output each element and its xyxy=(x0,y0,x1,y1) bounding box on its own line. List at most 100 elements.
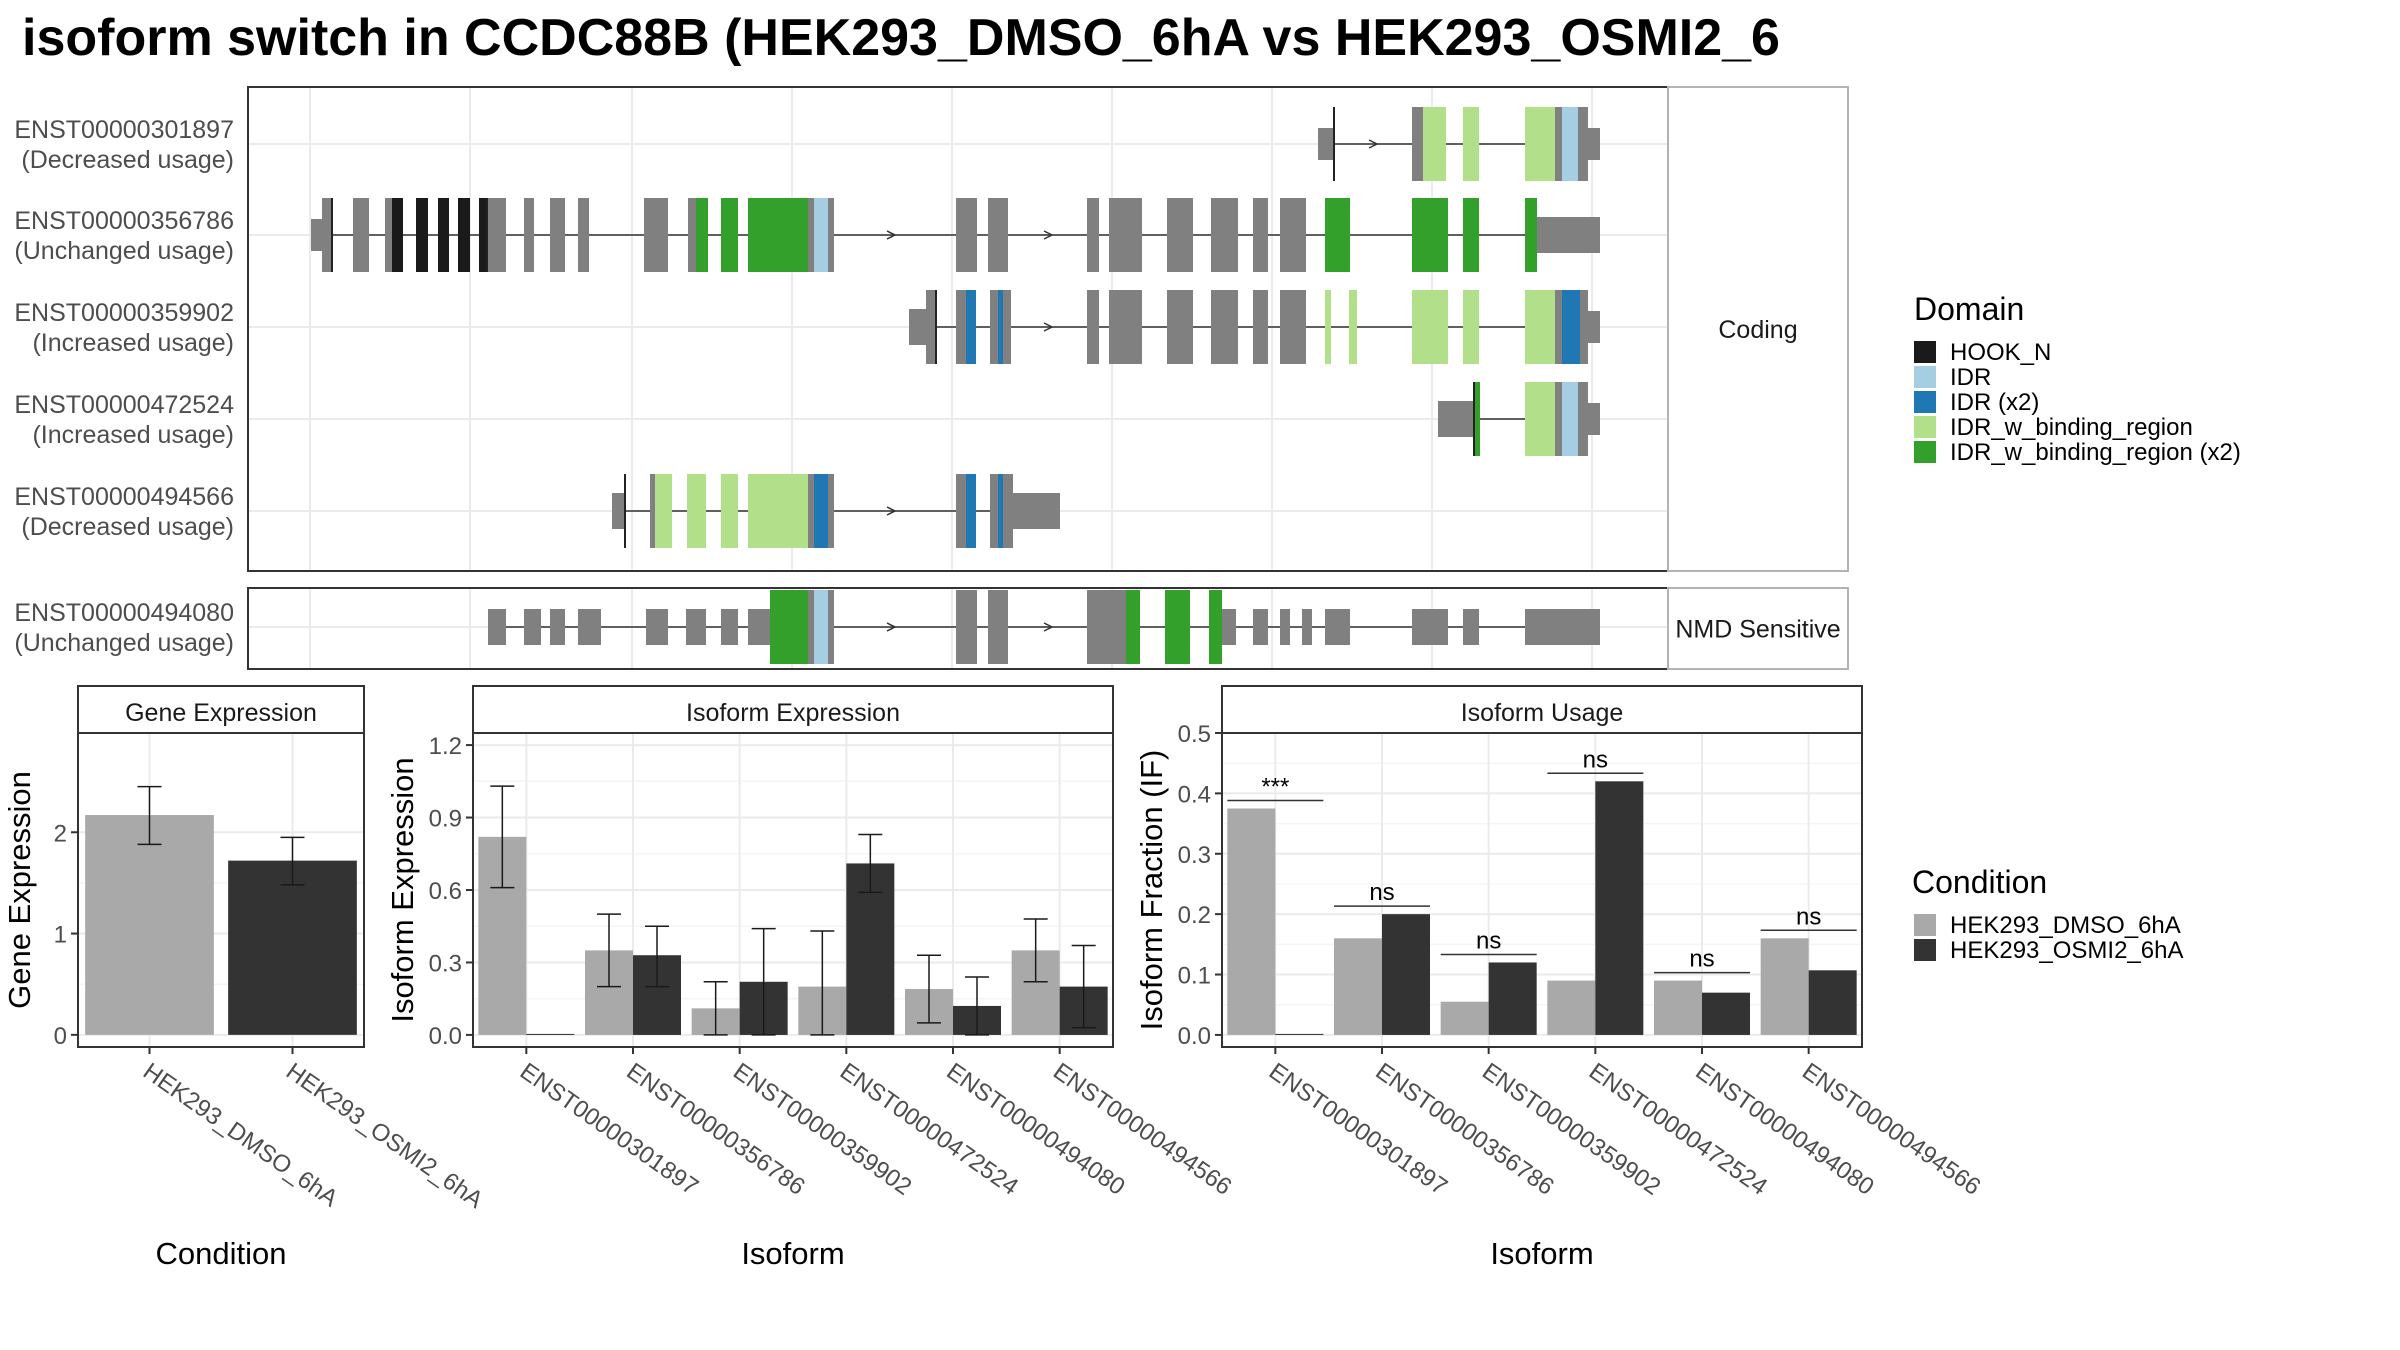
bar xyxy=(1654,980,1702,1035)
bar xyxy=(228,860,357,1035)
exon-block xyxy=(909,309,926,345)
facet-strip xyxy=(1667,587,1849,670)
transcript-id-label: ENST00000359902 xyxy=(14,299,234,327)
significance-label: ns xyxy=(1369,879,1394,906)
exon-block xyxy=(1463,107,1479,181)
legend-key-idr xyxy=(1914,366,1936,388)
plot-border xyxy=(1221,732,1863,1048)
exon-block xyxy=(828,198,834,272)
exon-block xyxy=(966,290,976,364)
exon-block xyxy=(1525,609,1600,645)
exon-block xyxy=(1318,128,1334,160)
x-tick-label: ENST00000359902 xyxy=(728,1058,916,1201)
exon-block xyxy=(1525,290,1555,364)
bar xyxy=(1334,938,1382,1035)
exon-block xyxy=(1555,290,1562,364)
legend-key-idr-w-binding-region-x2- xyxy=(1914,441,1936,463)
x-tick-label: ENST00000494080 xyxy=(1691,1058,1879,1201)
y-tick-label: 0.0 xyxy=(1178,1023,1211,1050)
exon-block xyxy=(814,198,828,272)
y-axis-title: Isoform Expression xyxy=(385,757,420,1022)
chart-isoform-usage: Isoform Usage 0.0 0.1 0.2 0.3 0.4 0.5 *** ENST00… xyxy=(1134,685,1985,1271)
plot-border xyxy=(77,732,365,1048)
y-tick-label: 0.6 xyxy=(429,878,462,905)
exon-block xyxy=(988,590,1008,664)
y-tick-label: 0.3 xyxy=(429,950,462,977)
legend-domain-label: IDR_w_binding_region (x2) xyxy=(1950,439,2241,466)
exon-block xyxy=(808,474,814,548)
exon-block xyxy=(524,609,541,645)
exon-block xyxy=(1253,198,1268,272)
significance-label: ns xyxy=(1689,946,1714,973)
bar xyxy=(526,1033,575,1035)
transcript-track xyxy=(311,198,1600,272)
x-axis-title: Isoform xyxy=(741,1236,844,1271)
exon-block xyxy=(1525,382,1555,456)
exon-block xyxy=(1562,107,1578,181)
y-tick-label: 0.2 xyxy=(1178,902,1211,929)
exon-block xyxy=(322,198,332,272)
exon-block xyxy=(550,198,565,272)
y-tick-label: 1 xyxy=(54,922,67,949)
bar xyxy=(1808,970,1857,1035)
exon-block xyxy=(1280,198,1290,272)
y-tick-label: 0.3 xyxy=(1178,842,1211,869)
x-axis-title: Condition xyxy=(156,1236,287,1271)
y-tick-label: 1.2 xyxy=(429,733,462,760)
exon-block xyxy=(650,474,655,548)
exon-block xyxy=(956,474,966,548)
chart-title: Isoform Expression xyxy=(686,699,900,727)
intron-arrow xyxy=(886,622,897,632)
exon-block xyxy=(998,474,1003,548)
exon-block xyxy=(1588,311,1600,343)
chart-title: Isoform Usage xyxy=(1461,699,1624,727)
exon-block xyxy=(578,609,601,645)
x-tick-label: ENST00000494566 xyxy=(1797,1058,1985,1201)
bar xyxy=(1760,938,1809,1035)
x-tick-label: ENST00000356786 xyxy=(1371,1058,1559,1201)
transcript-id-label: ENST00000494080 xyxy=(14,599,234,627)
exon-block xyxy=(458,198,470,272)
exon-block xyxy=(1555,107,1562,181)
plot-background xyxy=(1222,733,1862,1047)
facet-strip xyxy=(1667,86,1849,572)
exon-block xyxy=(353,198,369,272)
exon-block xyxy=(966,474,976,548)
y-tick-label: 0.0 xyxy=(429,1023,462,1050)
exon-block xyxy=(721,609,738,645)
exon-block xyxy=(646,609,668,645)
transcript-track xyxy=(1438,382,1600,456)
transcript-usage-label: (Decreased usage) xyxy=(21,146,234,174)
legend-key-dmso xyxy=(1914,914,1936,936)
transcript-track xyxy=(1318,107,1600,181)
exon-block xyxy=(1325,198,1350,272)
exon-block xyxy=(1325,290,1331,364)
legend-domain-label: IDR_w_binding_region xyxy=(1950,414,2193,441)
exon-block xyxy=(748,474,808,548)
exon-block xyxy=(1463,290,1479,364)
exon-block xyxy=(828,590,834,664)
exon-block xyxy=(1474,382,1480,456)
bar xyxy=(1488,962,1537,1035)
chart-title-strip xyxy=(77,685,365,734)
plot-border xyxy=(472,732,1114,1048)
exon-block xyxy=(1580,290,1588,364)
chart-isoform-expression: Isoform Expression 0.0 0.3 0.6 0.9 1.2 ENST000… xyxy=(385,685,1236,1271)
bar xyxy=(1275,1033,1324,1035)
legend-condition-title: Condition xyxy=(1912,864,2047,900)
bar xyxy=(1547,980,1596,1035)
exon-block xyxy=(578,198,589,272)
y-axis-title: Gene Expression xyxy=(2,771,37,1009)
exon-block xyxy=(385,198,392,272)
transcript-usage-label: (Decreased usage) xyxy=(21,513,234,541)
exon-block xyxy=(956,290,966,364)
x-axis-title: Isoform xyxy=(1490,1236,1593,1271)
chart-title-strip xyxy=(472,685,1114,734)
exon-block xyxy=(814,590,828,664)
exon-block xyxy=(1167,198,1193,272)
exon-block xyxy=(748,609,770,645)
exon-block xyxy=(487,198,506,272)
intron-arrow xyxy=(1043,322,1054,332)
exon-block xyxy=(311,219,322,251)
exon-block xyxy=(1325,609,1350,645)
